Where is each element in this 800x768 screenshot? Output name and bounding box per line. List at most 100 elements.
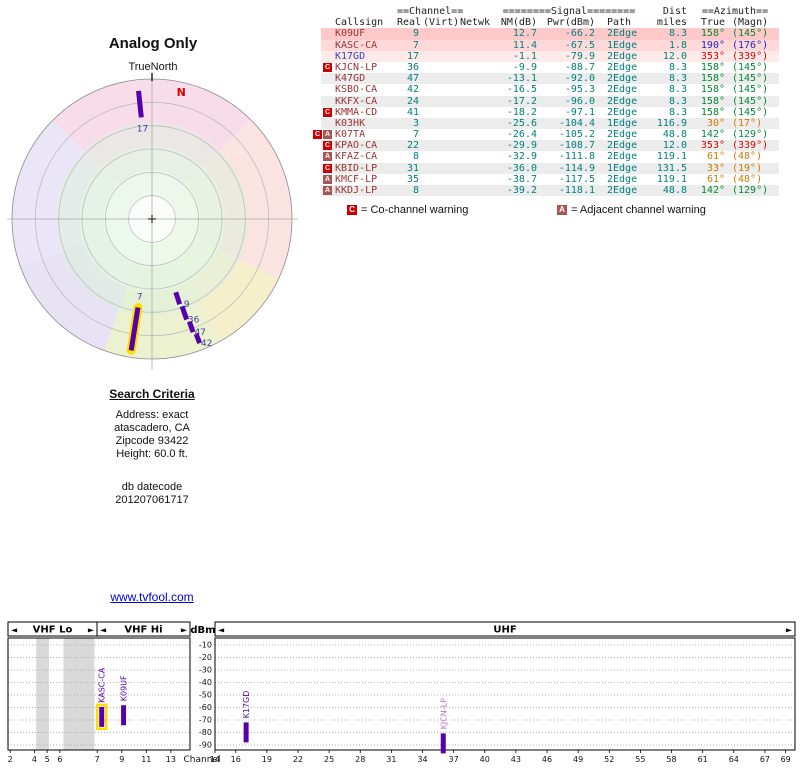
co-channel-flag-icon: C <box>323 163 332 173</box>
channel-axis-label: Channel <box>184 755 221 765</box>
cell-pwr-dbm: -111.8 <box>558 151 595 163</box>
channel-tick-label: 61 <box>698 755 708 764</box>
cell-path: 2Edge <box>607 73 638 85</box>
cell-network <box>457 62 493 73</box>
table-row: C KJCN-LP 36 -9.9 -88.7 2Edge 8.3 158° (145°) <box>321 61 779 74</box>
cell-callsign[interactable]: KBID-LP <box>335 162 378 174</box>
spectrum-gap-band <box>36 638 49 750</box>
cell-path: 1Edge <box>607 117 638 129</box>
cell-azimuth-magn: (48°) <box>732 151 763 163</box>
channel-tick-label: 22 <box>293 755 303 764</box>
cell-network <box>457 96 493 107</box>
band-header-uhf <box>214 621 796 637</box>
col-pwr-dbm: Pwr(dBm) <box>546 17 595 29</box>
cell-channel-virt <box>423 73 457 84</box>
cell-callsign[interactable]: KFAZ-CA <box>335 151 378 163</box>
cell-azimuth-magn: (17°) <box>732 117 763 129</box>
cell-nm-db: 12.7 <box>512 28 537 40</box>
channel-tick-label: 58 <box>666 755 676 764</box>
signal-spectrum-chart: -10 -20 -30 -40 -50 -60 -70 -80 -90 ◄ ► VHF Lo ◄ ► VHF… <box>7 621 796 765</box>
cell-network <box>457 185 493 196</box>
radar-marker-label: 47 <box>194 328 205 338</box>
band-header-vhf-lo-label: VHF Lo <box>33 625 73 636</box>
cell-callsign[interactable]: KJCN-LP <box>335 61 378 73</box>
cell-azimuth-magn: (145°) <box>732 106 769 118</box>
co-channel-flag-icon: C <box>313 130 322 140</box>
uhf-chart-frame <box>214 637 796 751</box>
cell-path: 1Edge <box>607 39 638 51</box>
channel-tick-label: 2 <box>8 755 13 764</box>
cell-callsign[interactable]: KKFX-CA <box>335 95 378 107</box>
cell-callsign[interactable]: K17GD <box>335 50 366 62</box>
cell-dist-miles: 119.1 <box>656 151 687 163</box>
cell-dist-miles: 12.0 <box>662 140 687 152</box>
table-row: K47GD 47 -13.1 -92.0 2Edge 8.3 158° (145°) <box>321 73 779 85</box>
cell-nm-db: -13.1 <box>506 73 537 85</box>
criteria-line: Address: exact <box>115 409 189 421</box>
criteria-line: 201207061717 <box>115 494 189 506</box>
cell-callsign[interactable]: KPAO-CA <box>335 140 378 152</box>
warning-flags-cell <box>321 40 333 51</box>
warning-flags-cell: A <box>321 151 333 162</box>
cell-channel-virt <box>423 51 457 62</box>
cell-pwr-dbm: -105.2 <box>558 129 595 141</box>
cell-azimuth-true: 142° <box>700 129 725 141</box>
spectrum-gap-band <box>63 638 95 750</box>
channel-tick-label: 16 <box>231 755 241 764</box>
tvfool-link[interactable]: www.tvfool.com <box>110 590 194 604</box>
cell-channel-virt <box>423 28 457 39</box>
col-callsign: Callsign <box>335 17 384 29</box>
cell-callsign[interactable]: K09UF <box>335 28 366 40</box>
cell-callsign[interactable]: KMMA-CD <box>335 106 378 118</box>
dbm-tick-label: -40 <box>199 678 212 687</box>
cell-network <box>457 118 493 129</box>
cell-channel-virt <box>423 118 457 129</box>
cell-azimuth-magn: (145°) <box>732 28 769 40</box>
cell-pwr-dbm: -114.9 <box>558 162 595 174</box>
cell-network <box>457 140 493 151</box>
cell-azimuth-true: 158° <box>700 84 725 96</box>
cell-callsign[interactable]: KASC-CA <box>335 39 378 51</box>
true-north-label: TrueNorth <box>128 61 178 73</box>
table-row: C KPAO-CA 22 -29.9 -108.7 2Edge 12.0 353° (339°) <box>321 140 779 152</box>
cell-channel-real: 7 <box>412 129 419 141</box>
cell-azimuth-true: 158° <box>700 95 725 107</box>
cell-channel-real: 47 <box>406 73 419 85</box>
cell-callsign[interactable]: KKDJ-LP <box>335 185 378 196</box>
band-arrow-left: ◄ <box>100 626 107 635</box>
channel-tick-label: 5 <box>45 755 50 764</box>
warning-legend: C = Co-channel warning A = Adjacent chan… <box>321 204 799 218</box>
cell-callsign[interactable]: K47GD <box>335 73 366 85</box>
band-arrow-right: ► <box>786 626 793 635</box>
adjacent-channel-flag-icon: A <box>557 205 567 215</box>
channel-tick-label: 9 <box>119 755 124 764</box>
cell-callsign[interactable]: KMCF-LP <box>335 173 378 185</box>
band-arrow-left: ◄ <box>218 626 225 635</box>
cell-callsign[interactable]: KSBO-CA <box>335 84 378 96</box>
cell-dist-miles: 116.9 <box>656 117 687 129</box>
cell-network <box>457 129 493 140</box>
col-flags <box>321 17 333 28</box>
cell-pwr-dbm: -104.4 <box>558 117 595 129</box>
cell-dist-miles: 8.3 <box>668 106 687 118</box>
channel-tick-label: 7 <box>95 755 100 764</box>
cell-dist-miles: 48.8 <box>662 185 687 196</box>
cell-callsign[interactable]: K03HK <box>335 117 366 129</box>
cell-path: 2Edge <box>607 173 638 185</box>
adjacent-channel-flag-icon: A <box>323 174 332 184</box>
radar-station-marker <box>186 320 196 333</box>
radar-marker-label: 42 <box>201 339 212 349</box>
cell-callsign[interactable]: K07TA <box>335 129 366 141</box>
cell-pwr-dbm: -88.7 <box>564 61 595 73</box>
station-bar <box>121 705 127 726</box>
col-channel-real: Real <box>397 17 422 29</box>
cell-network <box>457 174 493 185</box>
table-row: KASC-CA 7 11.4 -67.5 1Edge 1.8 190° (176°) <box>321 39 779 51</box>
cell-dist-miles: 8.3 <box>668 61 687 73</box>
warning-flags-cell: C <box>321 140 333 151</box>
warning-flags-cell: A <box>321 185 333 196</box>
channel-tick-label: 25 <box>324 755 334 764</box>
cell-channel-virt <box>423 96 457 107</box>
cell-dist-miles: 8.3 <box>668 28 687 40</box>
